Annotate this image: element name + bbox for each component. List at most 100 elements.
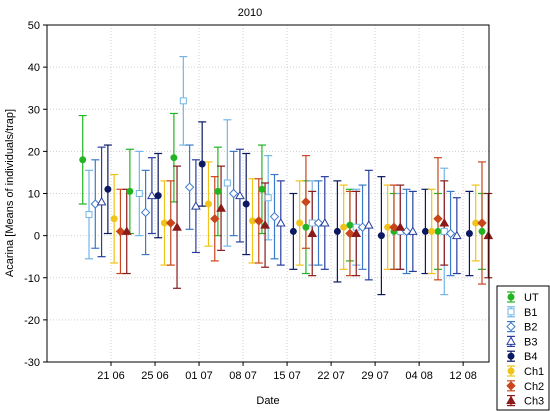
data-point (319, 217, 330, 227)
data-point (302, 223, 310, 231)
data-point (204, 200, 212, 208)
data-point (333, 227, 341, 235)
data-point (235, 190, 245, 200)
data-point (439, 217, 450, 227)
data-point (135, 190, 143, 197)
data-point (434, 227, 442, 235)
legend-label: B3 (524, 336, 537, 348)
y-tick-label: 20 (28, 146, 40, 158)
data-point (465, 230, 473, 238)
data-point (254, 216, 264, 226)
legend-marker (507, 367, 515, 375)
data-point (433, 214, 443, 224)
legend-marker (506, 336, 516, 345)
x-tick-label: 08 07 (229, 370, 257, 382)
data-point (351, 228, 362, 238)
y-tick-label: 0 (34, 231, 40, 243)
data-point (90, 199, 101, 209)
y-tick-label: 40 (28, 62, 40, 74)
data-point (440, 227, 448, 235)
x-tick-label: 15 07 (273, 370, 301, 382)
data-point (121, 226, 132, 235)
data-point (96, 196, 107, 206)
data-point (85, 211, 93, 219)
chart-title: 2010 (238, 7, 262, 19)
data-point (307, 228, 318, 238)
data-point (258, 185, 266, 193)
data-point (478, 227, 486, 235)
data-point (377, 232, 385, 240)
data-point (451, 230, 462, 240)
data-point (223, 179, 231, 187)
data-point (345, 228, 355, 239)
legend-marker (507, 293, 515, 301)
data-point (191, 201, 201, 210)
data-point (110, 215, 118, 223)
legend-label: UT (524, 292, 539, 304)
data-point (357, 222, 368, 232)
legend-label: B1 (524, 307, 537, 319)
data-point (363, 220, 374, 229)
data-point (126, 187, 134, 195)
legend-label: B4 (524, 351, 537, 363)
y-tick-label: 10 (28, 189, 40, 201)
data-point (147, 190, 157, 200)
x-tick-label: 01 07 (185, 370, 213, 382)
data-point (389, 222, 399, 232)
x-tick-label: 21 06 (97, 370, 125, 382)
data-point (79, 156, 87, 164)
data-point (154, 192, 162, 200)
data-point (179, 97, 187, 105)
legend-label: Ch1 (524, 366, 544, 378)
data-point (264, 194, 272, 202)
data-point (214, 187, 222, 195)
data-point (210, 214, 220, 224)
data-point (340, 223, 348, 231)
data-point (301, 197, 311, 207)
data-point (445, 228, 456, 239)
data-point (104, 185, 112, 193)
y-tick-label: -10 (24, 273, 40, 285)
legend-marker (506, 395, 516, 405)
x-tick-label: 12 08 (449, 370, 477, 382)
legend-label: B2 (524, 322, 537, 334)
x-tick-label: 25 06 (141, 370, 169, 382)
data-point (184, 182, 195, 192)
data-point (216, 203, 226, 212)
data-markers (79, 97, 494, 240)
data-point (260, 220, 270, 229)
x-axis-label: Date (256, 395, 279, 407)
data-point (170, 154, 178, 162)
legend-marker (506, 381, 516, 391)
y-tick-label: 50 (28, 20, 40, 32)
y-axis-label: Acarina [Means of individuals/trap] (4, 109, 16, 277)
legend-label: Ch2 (524, 381, 544, 393)
data-point (483, 230, 494, 240)
legend-box (496, 285, 550, 411)
data-point (275, 217, 286, 227)
data-point (166, 218, 176, 228)
legend-label: Ch3 (524, 396, 544, 408)
x-axis-ticks: 21 06 25 06 01 07 08 07 15 07 22 07 29 07 04 08… (97, 362, 477, 382)
data-point (477, 218, 487, 228)
data-point (346, 221, 354, 229)
legend-marker (507, 352, 515, 360)
y-tick-label: -20 (24, 315, 40, 327)
data-point (428, 227, 436, 235)
x-tick-label: 29 07 (361, 370, 389, 382)
data-point (228, 188, 239, 199)
data-point (115, 226, 126, 237)
data-point (140, 207, 151, 218)
x-tick-label: 22 07 (317, 370, 345, 382)
data-point (407, 226, 418, 235)
legend-marker (507, 308, 515, 316)
data-point (242, 200, 250, 208)
data-point (289, 227, 297, 235)
data-point (313, 218, 324, 228)
y-tick-label: -30 (24, 357, 40, 369)
x-tick-label: 04 08 (405, 370, 433, 382)
y-axis-ticks: -30 -20 -10 0 10 20 30 40 50 (24, 20, 47, 369)
gridlines (47, 24, 489, 363)
data-point (296, 219, 304, 227)
